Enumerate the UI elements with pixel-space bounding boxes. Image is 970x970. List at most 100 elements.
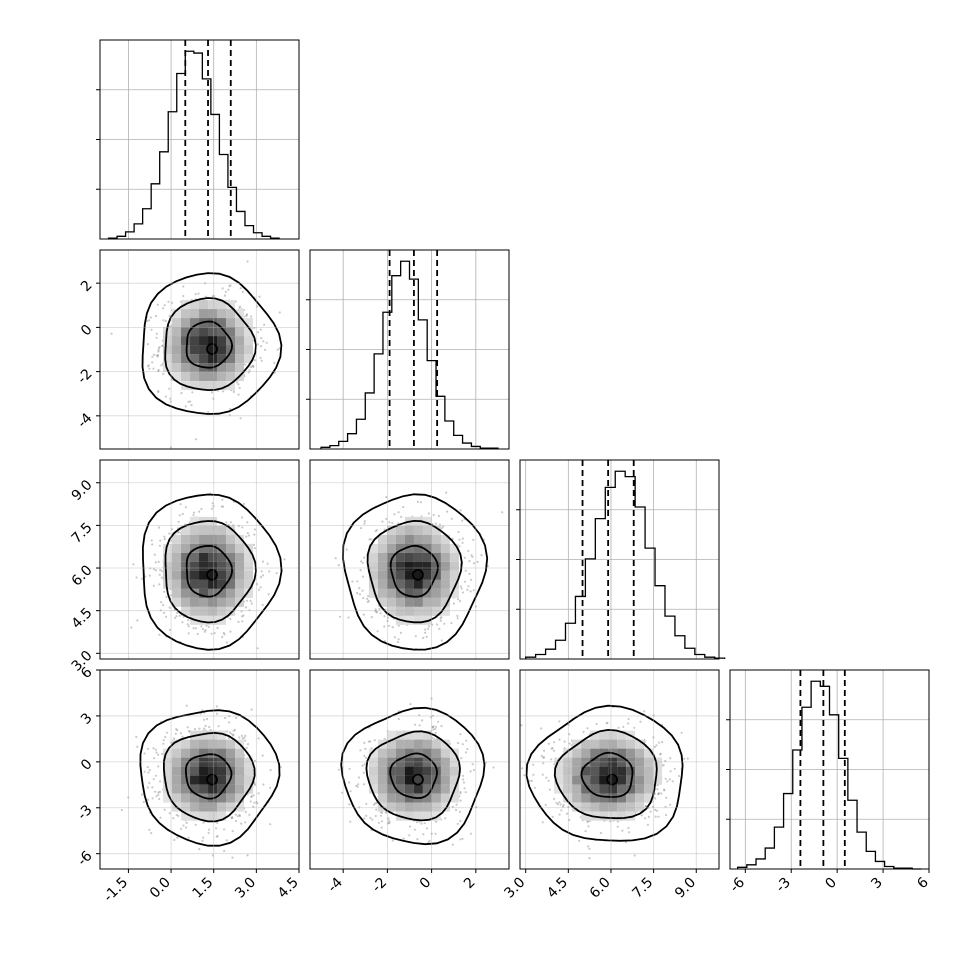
- scatter-point-2-1: [397, 511, 400, 514]
- density-cell-3-0: [217, 802, 227, 812]
- scatter-point-3-1: [373, 739, 376, 742]
- scatter-point-3-0: [217, 725, 220, 728]
- scatter-point-1-0: [149, 316, 152, 319]
- scatter-point-3-1: [456, 742, 460, 745]
- density-cell-2-1: [413, 525, 423, 535]
- density-cell-2-1: [404, 552, 414, 562]
- scatter-point-3-0: [140, 793, 144, 796]
- density-cell-2-0: [199, 525, 209, 535]
- scatter-point-3-0: [246, 854, 249, 857]
- density-cell-1-0: [217, 372, 227, 382]
- density-cell-2-1: [395, 588, 405, 598]
- scatter-point-3-0: [175, 728, 178, 731]
- scatter-point-2-1: [434, 522, 437, 525]
- scatter-point-1-0: [260, 345, 263, 348]
- scatter-point-3-1: [415, 821, 418, 824]
- scatter-point-2-0: [246, 532, 249, 535]
- scatter-point-2-0: [253, 528, 256, 531]
- scatter-point-3-1: [466, 748, 469, 751]
- scatter-point-3-0: [161, 752, 164, 756]
- scatter-point-2-1: [383, 615, 386, 618]
- scatter-point-1-0: [246, 260, 249, 263]
- scatter-point-2-1: [442, 525, 445, 528]
- density-cell-2-1: [377, 570, 387, 580]
- scatter-point-1-0: [157, 390, 160, 393]
- contour-peak-2-1: [412, 568, 424, 581]
- scatter-point-2-0: [136, 619, 139, 622]
- scatter-point-3-0: [240, 822, 243, 825]
- panel-frame-2-0: [99, 459, 300, 660]
- scatter-point-2-1: [345, 548, 348, 551]
- scatter-point-2-1: [391, 626, 394, 629]
- scatter-point-3-0: [146, 786, 149, 789]
- scatter-point-3-1: [431, 726, 434, 729]
- density-cell-1-0: [226, 300, 236, 310]
- panel-content-3-1: [337, 697, 495, 846]
- density-cell-2-1: [386, 597, 396, 607]
- scatter-point-1-0: [110, 332, 113, 335]
- panel-content-1-0: [110, 260, 283, 449]
- density-cell-1-0: [199, 372, 209, 382]
- scatter-point-2-1: [378, 607, 381, 611]
- density-cell-2-0: [208, 597, 218, 607]
- scatter-point-1-0: [258, 295, 261, 298]
- scatter-point-2-0: [245, 535, 248, 538]
- density-cell-3-0: [244, 766, 254, 776]
- scatter-point-2-1: [466, 588, 469, 591]
- scatter-point-3-0: [235, 716, 238, 720]
- density-cell-2-1: [422, 561, 432, 571]
- scatter-point-2-0: [229, 617, 232, 621]
- density-cell-1-0: [181, 363, 191, 373]
- scatter-point-3-1: [402, 837, 405, 840]
- scatter-point-1-0: [147, 364, 150, 367]
- density-cell-2-1: [395, 570, 405, 580]
- scatter-point-2-1: [374, 608, 377, 611]
- density-cell-2-1: [449, 552, 459, 562]
- scatter-point-3-0: [250, 708, 253, 711]
- scatter-point-3-1: [418, 820, 421, 824]
- scatter-point-3-0: [162, 739, 165, 742]
- density-cell-1-0: [208, 354, 218, 364]
- scatter-point-1-0: [191, 391, 194, 394]
- density-cell-2-0: [190, 525, 200, 535]
- density-cell-2-1: [413, 606, 423, 616]
- density-cell-1-0: [226, 309, 236, 319]
- scatter-point-1-0: [155, 332, 158, 335]
- density-cell-2-0: [181, 543, 191, 553]
- scatter-point-3-0: [203, 718, 206, 721]
- scatter-point-3-1: [408, 825, 412, 828]
- density-cell-3-0: [181, 748, 191, 758]
- scatter-point-3-1: [434, 731, 437, 734]
- density-cell-2-1: [449, 588, 459, 598]
- scatter-point-1-0: [164, 319, 167, 323]
- scatter-point-1-0: [262, 340, 265, 343]
- density-cell-2-0: [172, 552, 182, 562]
- scatter-point-3-1: [359, 749, 362, 752]
- density-cell-2-1: [386, 606, 396, 616]
- density-cell-2-0: [163, 579, 173, 589]
- scatter-point-3-0: [232, 733, 235, 736]
- density-cell-3-0: [199, 784, 209, 794]
- density-cell-2-1: [422, 606, 432, 616]
- scatter-point-3-0: [179, 732, 182, 735]
- scatter-point-3-1: [384, 811, 387, 814]
- scatter-point-3-1: [357, 776, 361, 779]
- scatter-point-3-1: [456, 822, 459, 826]
- scatter-point-2-0: [157, 560, 160, 564]
- panel-content-2-0: [130, 492, 286, 651]
- scatter-point-2-1: [461, 519, 464, 522]
- scatter-point-1-0: [157, 347, 160, 350]
- scatter-point-2-1: [363, 520, 366, 523]
- scatter-point-3-1: [348, 803, 351, 806]
- scatter-point-3-1: [463, 787, 466, 790]
- histogram-panel-0: [96, 39, 300, 240]
- scatter-point-3-1: [349, 790, 352, 793]
- scatter-point-3-1: [348, 767, 351, 770]
- scatter-point-3-0: [157, 765, 160, 768]
- scatter-point-2-1: [356, 580, 359, 583]
- scatter-point-2-0: [187, 632, 190, 635]
- density-cell-2-0: [217, 525, 227, 535]
- scatter-point-2-0: [200, 625, 203, 628]
- scatter-point-2-1: [469, 590, 472, 593]
- density-cell-2-1: [431, 579, 441, 589]
